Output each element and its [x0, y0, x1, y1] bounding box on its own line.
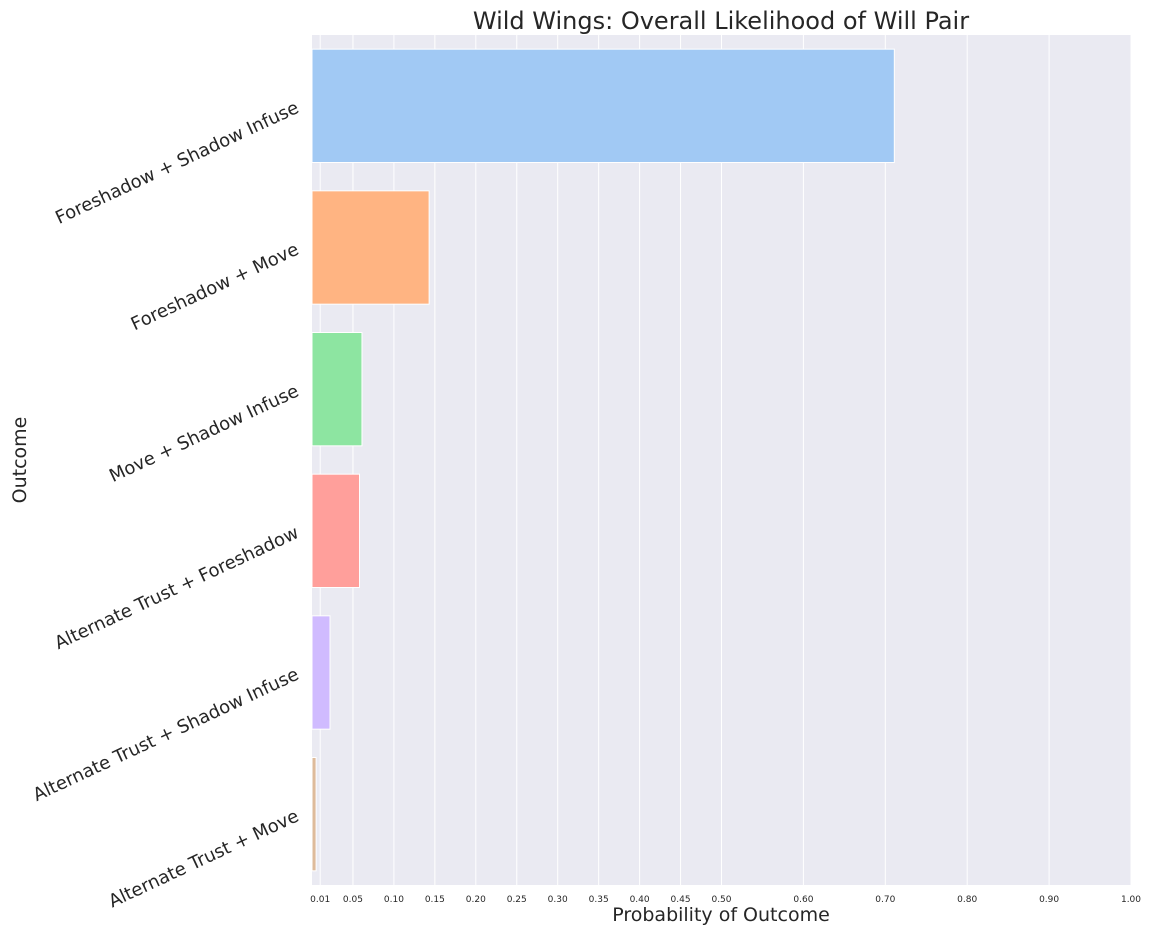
x-tick-label: 0.15 [425, 895, 445, 905]
x-tick-label: 1.00 [1121, 895, 1141, 905]
bar [311, 473, 361, 588]
x-tick-label: 0.20 [466, 895, 486, 905]
y-tick-label: Alternate Trust + Foreshadow [51, 522, 302, 654]
bar [311, 615, 331, 730]
y-tick-label: Foreshadow + Move [128, 239, 302, 335]
x-tick-label: 0.05 [343, 895, 363, 905]
x-tick-label: 0.45 [671, 895, 691, 905]
bar [311, 48, 895, 164]
gridlines [319, 35, 1132, 885]
x-tick-label: 0.70 [875, 895, 895, 905]
y-tick-label: Alternate Trust + Shadow Infuse [30, 664, 302, 806]
y-tick-label: Alternate Trust + Move [105, 806, 302, 913]
y-tick-labels: Foreshadow + Shadow Infuse Foreshadow + M… [30, 97, 302, 912]
x-tick-label: 0.35 [589, 895, 609, 905]
x-tick-label: 0.25 [507, 895, 527, 905]
bar [311, 190, 430, 305]
y-tick-label: Foreshadow + Shadow Infuse [52, 97, 302, 228]
y-tick-label: Move + Shadow Infuse [106, 381, 302, 487]
x-tick-label: 0.10 [384, 895, 404, 905]
x-tick-label: 0.50 [711, 895, 731, 905]
chart-title: Wild Wings: Overall Likelihood of Will P… [473, 7, 969, 35]
x-tick-labels: 0.01 0.05 0.10 0.15 0.20 0.25 0.30 0.35 0.40 0.45… [310, 895, 1141, 905]
x-axis-label: Probability of Outcome [612, 904, 830, 926]
bar [311, 757, 317, 872]
x-tick-label: 0.80 [957, 895, 977, 905]
x-tick-label: 0.40 [630, 895, 650, 905]
x-tick-label: 0.90 [1039, 895, 1059, 905]
x-tick-label: 0.60 [793, 895, 813, 905]
x-tick-label: 0.30 [548, 895, 568, 905]
bar [311, 332, 363, 447]
x-tick-label: 0.01 [310, 895, 330, 905]
y-axis-label: Outcome [9, 417, 31, 504]
bars [311, 48, 895, 872]
